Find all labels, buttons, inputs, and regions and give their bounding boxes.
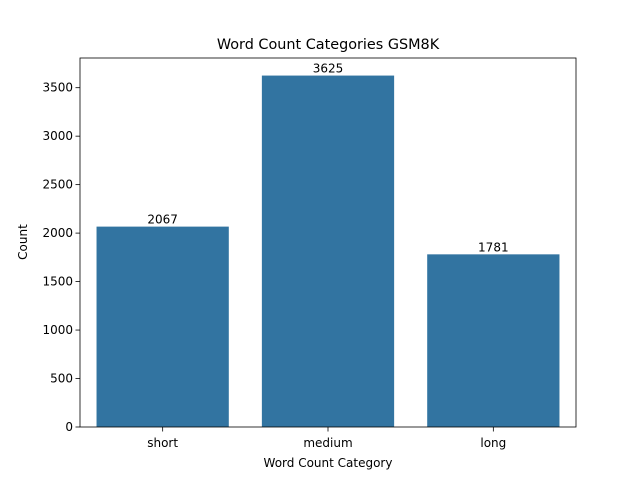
- y-tick-label-2500: 2500: [42, 178, 73, 192]
- y-axis-label: Count: [16, 224, 30, 260]
- chart-title: Word Count Categories GSM8K: [217, 37, 440, 53]
- y-tick-label-1000: 1000: [42, 323, 73, 337]
- x-axis-label: Word Count Category: [264, 456, 393, 470]
- y-tick-label-3000: 3000: [42, 129, 73, 143]
- bar-long: [427, 254, 560, 427]
- y-tick-label-500: 500: [50, 372, 73, 386]
- value-label-short: 2067: [147, 213, 178, 227]
- value-label-medium: 3625: [313, 62, 344, 76]
- y-tick-label-2000: 2000: [42, 226, 73, 240]
- x-tick-label-short: short: [147, 436, 178, 450]
- y-tick-label-3500: 3500: [42, 81, 73, 95]
- y-tick-label-0: 0: [65, 420, 73, 434]
- plot-frame: [79, 57, 577, 428]
- bar-short: [96, 226, 229, 427]
- x-tick-label-medium: medium: [303, 436, 352, 450]
- value-label-long: 1781: [478, 240, 509, 254]
- x-tick-label-long: long: [480, 436, 506, 450]
- y-tick-label-1500: 1500: [42, 275, 73, 289]
- bar-medium: [261, 75, 395, 428]
